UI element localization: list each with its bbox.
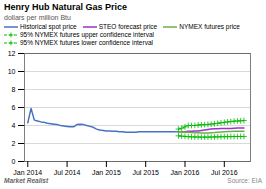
svg-text:8: 8 [12, 86, 16, 93]
html-text:95% NYMEX futures lower confid: 95% NYMEX futures lower confidence inter… [20, 39, 153, 46]
html-text:Source: EIA: Source: EIA [227, 177, 262, 184]
svg-text:4: 4 [12, 122, 16, 129]
svg-text:Jan 2014: Jan 2014 [13, 169, 42, 176]
svg-text:Jul 2016: Jul 2016 [211, 169, 238, 176]
svg-text:6: 6 [12, 104, 16, 111]
html-text:95% NYMEX futures upper confid: 95% NYMEX futures upper confidence inter… [20, 31, 154, 38]
svg-text:10: 10 [8, 68, 16, 75]
html-text:NYMEX futures price: NYMEX futures price [179, 23, 240, 30]
html-text:Historical spot price: Historical spot price [20, 23, 77, 30]
html-text:dollars per million Btu: dollars per million Btu [4, 14, 71, 21]
svg-text:12: 12 [8, 50, 16, 57]
svg-text:2: 2 [12, 140, 16, 147]
svg-text:Jan 2016: Jan 2016 [171, 169, 200, 176]
html-text:Market Realist: Market Realist [4, 177, 49, 184]
svg-text:Jul 2015: Jul 2015 [132, 169, 159, 176]
html-text:Henry Hub Natural Gas Price: Henry Hub Natural Gas Price [4, 2, 127, 12]
svg-text:Jul 2014: Jul 2014 [54, 169, 81, 176]
svg-text:Jan 2015: Jan 2015 [92, 169, 121, 176]
svg-text:0: 0 [12, 158, 16, 165]
html-text:STEO forecast price: STEO forecast price [98, 23, 158, 30]
